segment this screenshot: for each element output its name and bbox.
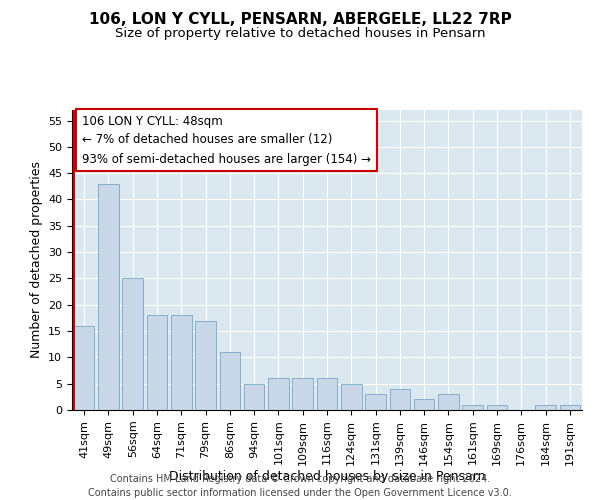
- Bar: [122, 278, 143, 410]
- Bar: [341, 384, 362, 410]
- Bar: [463, 404, 483, 410]
- Bar: [292, 378, 313, 410]
- Bar: [171, 316, 191, 410]
- Bar: [195, 320, 216, 410]
- Bar: [414, 400, 434, 410]
- Bar: [268, 378, 289, 410]
- Bar: [317, 378, 337, 410]
- Bar: [560, 404, 580, 410]
- Text: 106 LON Y CYLL: 48sqm
← 7% of detached houses are smaller (12)
93% of semi-detac: 106 LON Y CYLL: 48sqm ← 7% of detached h…: [82, 114, 371, 166]
- Bar: [244, 384, 265, 410]
- Text: Contains HM Land Registry data © Crown copyright and database right 2024.
Contai: Contains HM Land Registry data © Crown c…: [88, 474, 512, 498]
- Bar: [74, 326, 94, 410]
- Y-axis label: Number of detached properties: Number of detached properties: [29, 162, 43, 358]
- Bar: [487, 404, 508, 410]
- Bar: [146, 316, 167, 410]
- Bar: [535, 404, 556, 410]
- Bar: [98, 184, 119, 410]
- Bar: [389, 389, 410, 410]
- Bar: [220, 352, 240, 410]
- Bar: [438, 394, 459, 410]
- Text: Size of property relative to detached houses in Pensarn: Size of property relative to detached ho…: [115, 28, 485, 40]
- Text: 106, LON Y CYLL, PENSARN, ABERGELE, LL22 7RP: 106, LON Y CYLL, PENSARN, ABERGELE, LL22…: [89, 12, 511, 28]
- Bar: [365, 394, 386, 410]
- X-axis label: Distribution of detached houses by size in Pensarn: Distribution of detached houses by size …: [169, 470, 485, 484]
